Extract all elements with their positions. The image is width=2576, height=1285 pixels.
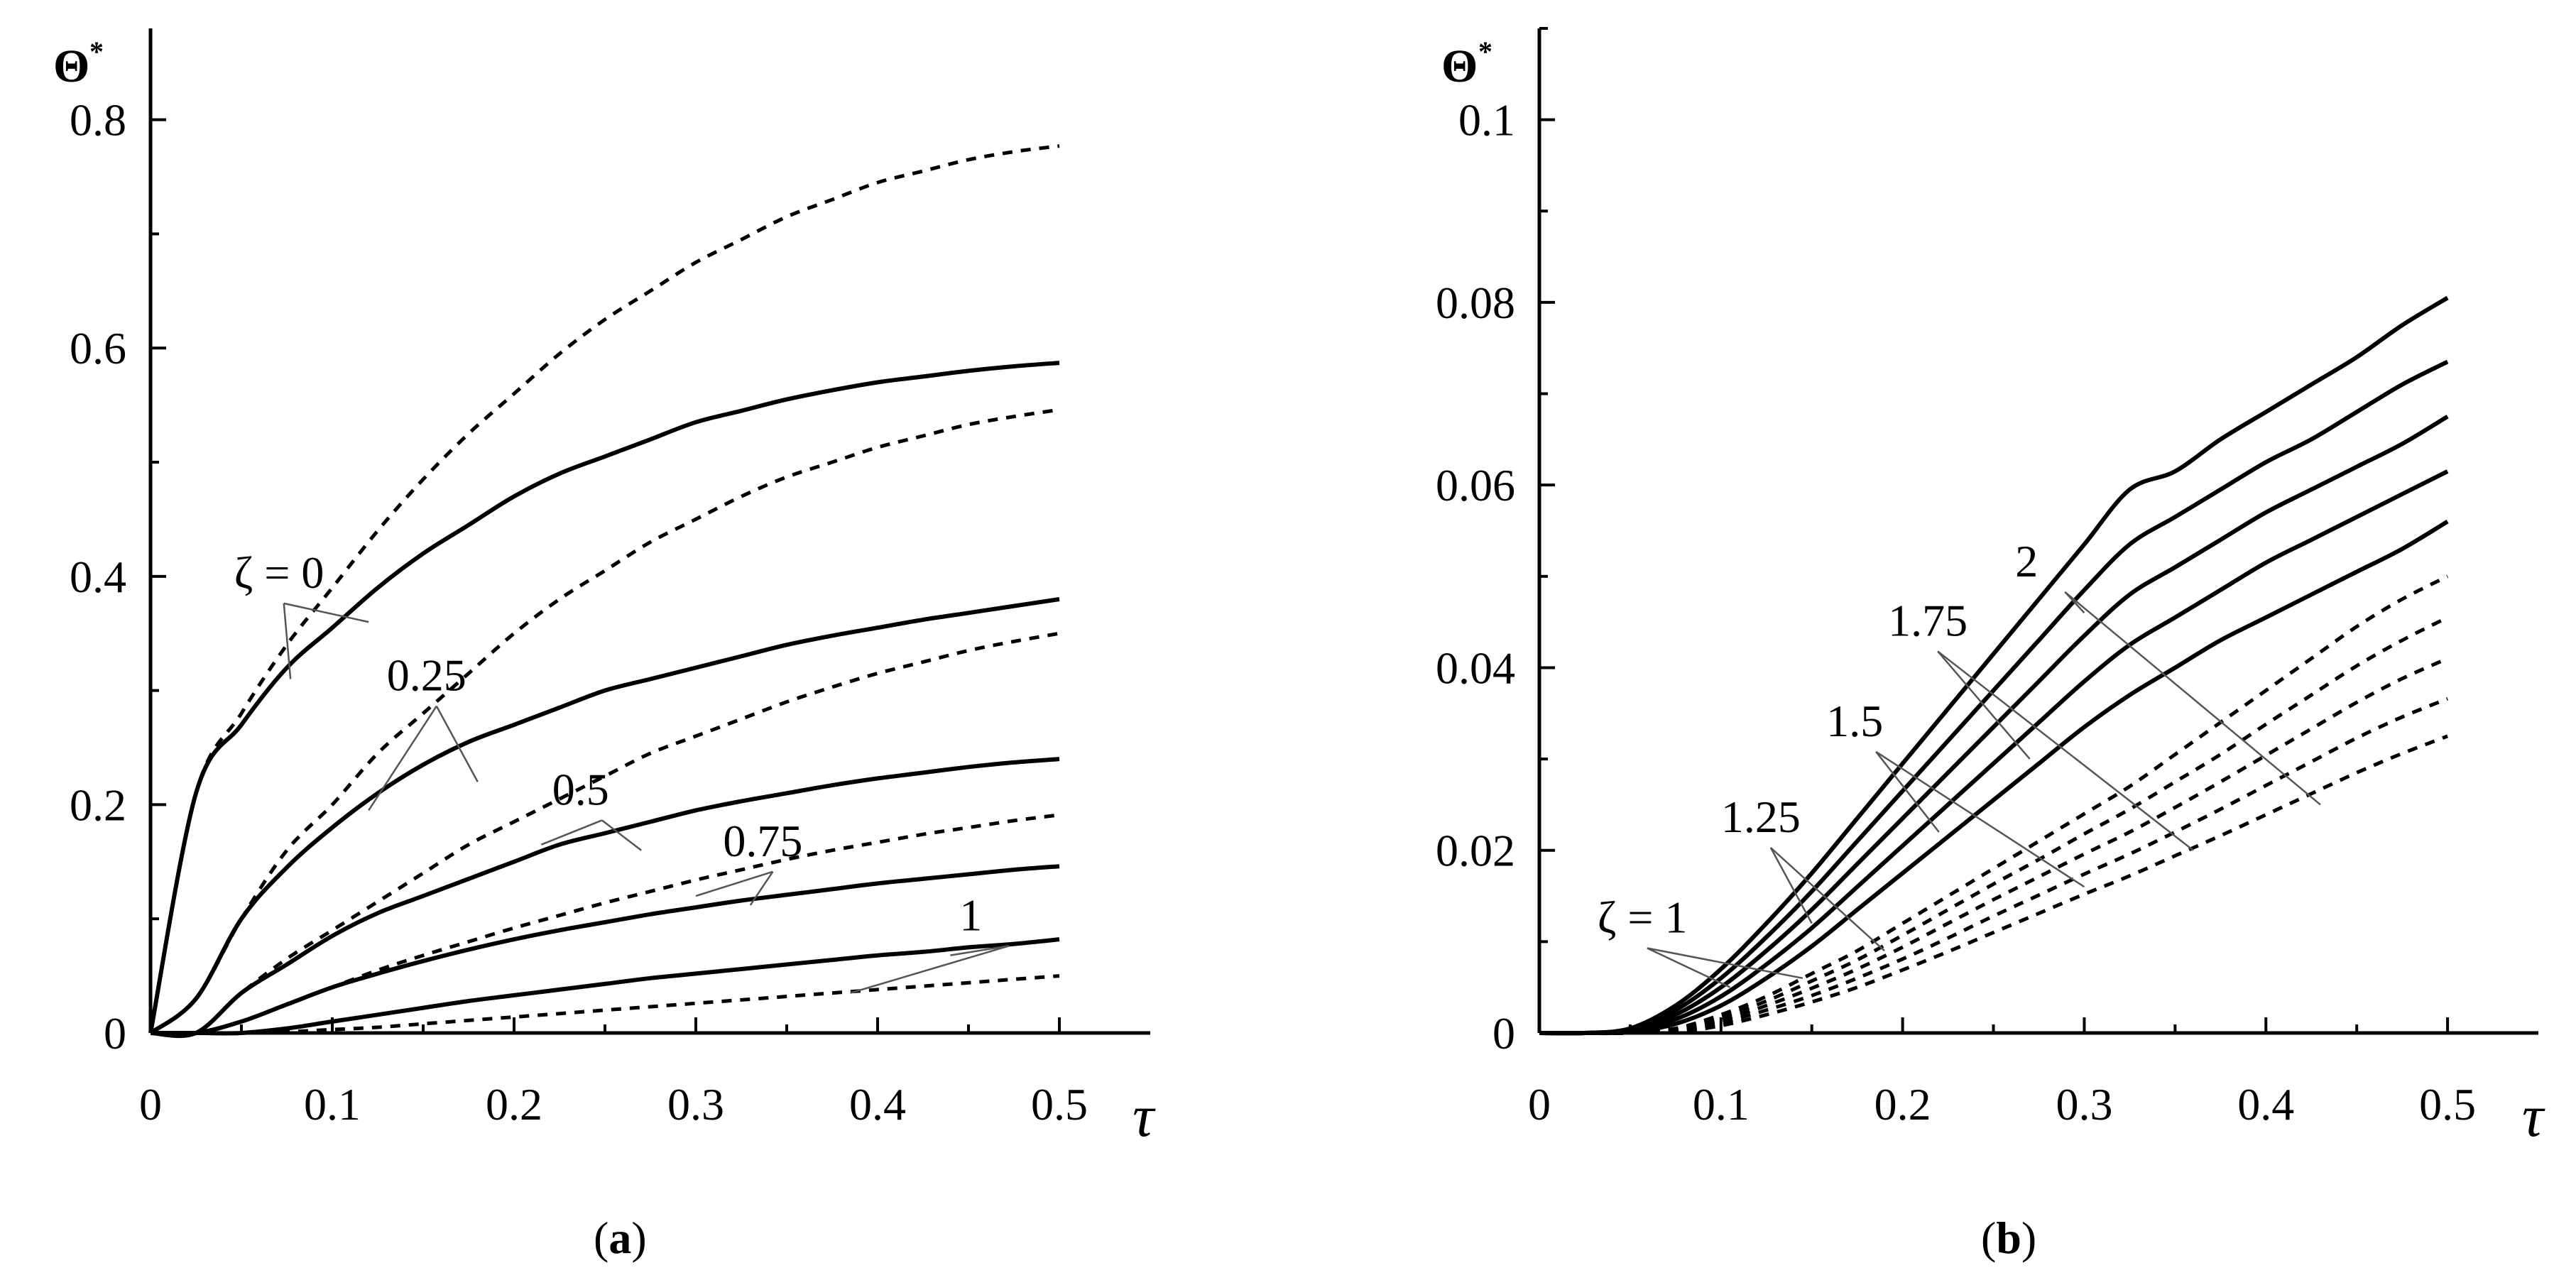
panel-b-annotation-label: 2 (2015, 536, 2038, 586)
panel-a-y-tick-label: 0.8 (70, 95, 126, 146)
panel-b-leader-line (1647, 947, 1731, 988)
panel-b-leader-line (2064, 591, 2321, 806)
panel-b-leader-line (1875, 751, 1940, 833)
panel-b-series-1-dashed (1539, 734, 2448, 1035)
panel-b-y-tick-label: 0.04 (1436, 642, 1515, 693)
panel-a-curves (148, 144, 1060, 1039)
panel-a-y-tick-label: 0 (104, 1008, 126, 1059)
panel-b-series-1.25-dashed (1539, 696, 2449, 1035)
panel-a-series-0-dashed (148, 144, 1060, 1034)
panel-b-series-1.5-solid (1539, 415, 2449, 1036)
panel-b-x-tick-label: 0.3 (2056, 1079, 2112, 1130)
panel-b-annotations: 2 1.75 1.5 1.25 ζ = 1 (1598, 536, 2321, 988)
panel-b-series-1-solid (1539, 520, 2449, 1036)
panel-b-y-tick-label: 0.08 (1436, 278, 1515, 328)
panel-a-y-axis-title: Θ (53, 40, 89, 92)
panel-b-annotation-label: 1.5 (1826, 696, 1883, 746)
panel-a-annotation-label: 1 (959, 890, 982, 940)
panel-b-y-axis-title-star: * (1478, 35, 1492, 67)
panel-a-leader-line (283, 602, 369, 623)
panel-a-caption-letter: a (608, 1213, 631, 1263)
panel-a-y-tick-label: 0.6 (70, 323, 126, 373)
panel-a-series-1-solid (151, 937, 1060, 1036)
panel-a-annotation-label: 0.75 (723, 816, 802, 866)
panel-b-series-1.75-dashed (1539, 616, 2449, 1035)
panel-a-annotations: ζ = 0 0.25 0.5 0.75 1 (234, 547, 1010, 994)
panel-a-y-tick-label: 0.4 (70, 552, 126, 602)
panel-a-leader-line (850, 945, 1010, 994)
panel-a-leader-line (601, 819, 642, 851)
panel-b-y-axis-title: Θ (1441, 40, 1478, 92)
panel-a-series-0.5-dashed (150, 631, 1060, 1038)
panel-b-series-1.5-dashed (1539, 657, 2449, 1035)
panel-b-leader-line (1647, 947, 1803, 980)
panel-a: 0 0.1 0.2 0.3 0.4 0.500.20.40.60.8 ζ = 00.250… (53, 28, 1156, 1263)
panel-a-series-0-solid (148, 361, 1060, 1034)
panel-b-series-2-solid (1539, 295, 2449, 1036)
panel-a-x-tick-label: 0.5 (1031, 1079, 1088, 1130)
panel-b-x-axis-title: τ (2522, 1083, 2545, 1149)
panel-a-caption-open: ( (594, 1213, 608, 1263)
panel-a-x-tick-label: 0 (139, 1079, 162, 1130)
panel-a-x-tick-label: 0.4 (849, 1079, 906, 1130)
panel-b-y-tick-label: 0.1 (1458, 95, 1515, 146)
panel-b-series-1.25-solid (1539, 469, 2449, 1036)
panel-b-x-tick-label: 0.4 (2237, 1079, 2294, 1130)
panel-a-ticks: 0 0.1 0.2 0.3 0.4 0.5 0 0.2 0.4 0.6 0.8 (70, 95, 1088, 1130)
panel-b-x-tick-label: 0.1 (1693, 1079, 1750, 1130)
panel-a-series-1-dashed (151, 974, 1060, 1035)
panel-b-leader-line (1769, 847, 1813, 924)
panel-a-annotation-label: 0.5 (552, 764, 609, 814)
panel-b-x-tick-label: 0.2 (1874, 1079, 1931, 1130)
panel-a-series-0.25-dashed (149, 408, 1060, 1035)
panel-b-curves (1539, 295, 2449, 1036)
panel-b-leader-line (1769, 847, 1885, 952)
panel-b-caption: (b) (1981, 1213, 2036, 1263)
panel-b-x-tick-label: 0 (1528, 1079, 1551, 1130)
panel-a-series-0.75-dashed (150, 813, 1060, 1036)
panel-b-x-tick-label: 0.5 (2419, 1079, 2476, 1130)
panel-b-ticks: 0 0.1 0.2 0.3 0.4 0.5 0 0.02 0.04 0.06 0.08 0.1 (1436, 27, 2476, 1130)
panel-a-leader-line (540, 819, 603, 846)
panel-b-leader-line (1937, 650, 2194, 851)
panel-a-x-tick-label: 0.1 (304, 1079, 361, 1130)
panel-a-series-0.5-solid (150, 757, 1060, 1039)
panel-a-caption: (a) (594, 1213, 647, 1263)
panel-a-y-axis-title-star: * (89, 35, 104, 67)
panel-b-leader-line (1875, 750, 2085, 888)
panel-a-x-axis-title: τ (1133, 1083, 1156, 1149)
panel-a-annotation-label: 0.25 (387, 650, 466, 701)
panel-b-annotation-label: 1.75 (1888, 595, 1968, 645)
panel-a-caption-close: ) (631, 1213, 646, 1263)
panel-b-y-tick-label: 0.02 (1436, 826, 1515, 876)
panel-a-leader-line (950, 945, 1010, 956)
panel-a-leader-line (749, 871, 774, 906)
panel-a-leader-line (435, 706, 479, 782)
panel-a-leader-line (283, 603, 292, 679)
panel-a-leader-line (368, 705, 437, 811)
panel-b-caption-close: ) (2021, 1213, 2036, 1263)
panel-a-x-tick-label: 0.2 (486, 1079, 542, 1130)
panel-a-series-0.25-solid (149, 597, 1060, 1035)
panel-b: 0 0.1 0.2 0.3 0.4 0.5 0 0.02 0.04 0.06 0.08 0.1 2 1.… (1436, 27, 2545, 1263)
panel-b-y-tick-label: 0 (1492, 1008, 1515, 1059)
panel-a-y-tick-label: 0.2 (70, 780, 126, 830)
panel-b-annotation-label: ζ = 1 (1598, 892, 1688, 943)
panel-b-caption-open: ( (1981, 1213, 1996, 1263)
panel-a-leader-line (695, 870, 773, 897)
panel-b-caption-letter: b (1996, 1213, 2021, 1263)
panel-b-annotation-label: 1.25 (1721, 792, 1801, 842)
panel-a-annotation-label: ζ = 0 (234, 547, 324, 598)
panel-b-y-tick-label: 0.06 (1436, 460, 1515, 510)
panel-b-leader-line (1937, 650, 2031, 760)
panel-a-x-tick-label: 0.3 (667, 1079, 724, 1130)
panel-b-series-2-dashed (1539, 574, 2449, 1035)
